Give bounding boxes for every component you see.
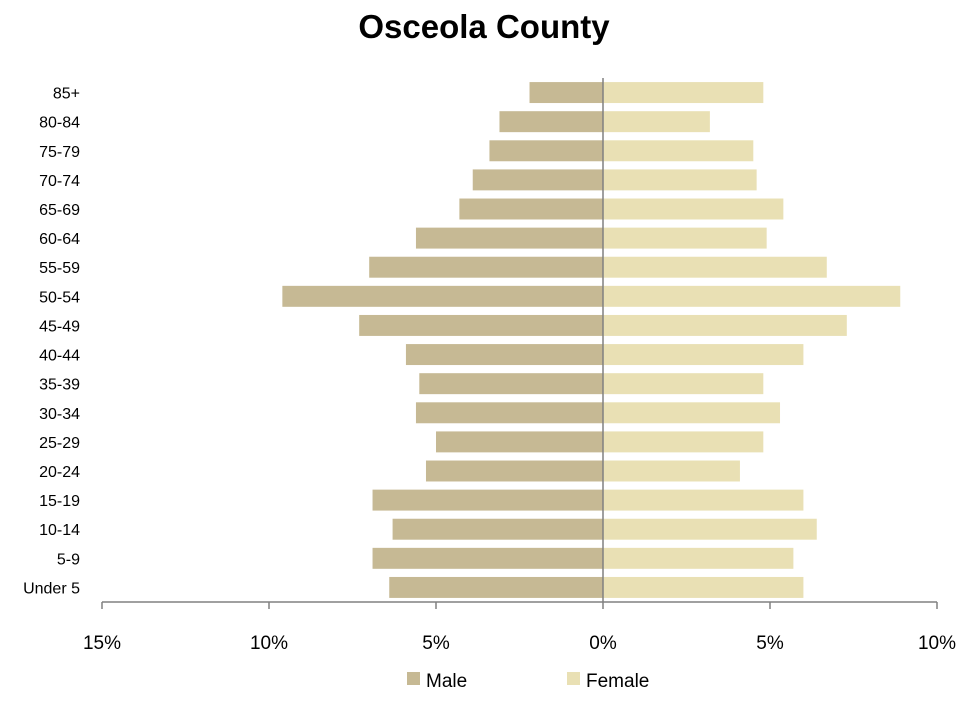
bar-male-16 — [372, 547, 603, 569]
bar-male-17 — [389, 576, 603, 598]
legend-label-female: Female — [586, 671, 649, 692]
bar-female-14 — [603, 489, 804, 511]
bar-female-2 — [603, 140, 754, 162]
x-tick-label: 0% — [589, 633, 617, 654]
bar-male-8 — [359, 314, 603, 336]
bar-female-13 — [603, 460, 740, 482]
legend-label-male: Male — [426, 671, 467, 692]
bar-female-16 — [603, 547, 794, 569]
bar-female-7 — [603, 285, 901, 307]
legend-swatch-female — [567, 672, 580, 685]
bar-male-10 — [419, 373, 603, 395]
category-label: 85+ — [53, 86, 80, 103]
category-label: 30-34 — [39, 406, 80, 423]
bar-male-7 — [282, 285, 603, 307]
x-tick-label: 5% — [756, 633, 784, 654]
x-axis: 15% 10% 5% 0% 5% 10% — [83, 78, 956, 654]
bar-female-17 — [603, 576, 804, 598]
category-label: 20-24 — [39, 464, 80, 481]
bars-layer — [282, 82, 901, 598]
bar-male-14 — [372, 489, 603, 511]
legend: Male Female — [407, 671, 649, 692]
category-label: 80-84 — [39, 115, 80, 132]
bar-female-6 — [603, 256, 827, 278]
bar-male-15 — [392, 518, 603, 540]
bar-female-3 — [603, 169, 757, 191]
category-label: 65-69 — [39, 202, 80, 219]
x-tick-label: 10% — [918, 633, 956, 654]
category-label: 50-54 — [39, 289, 80, 306]
category-label: 35-39 — [39, 377, 80, 394]
bar-male-11 — [415, 402, 603, 424]
x-tick-label: 5% — [422, 633, 450, 654]
bar-male-0 — [529, 82, 603, 104]
bar-female-8 — [603, 314, 847, 336]
bar-male-9 — [405, 344, 603, 366]
x-tick-label: 15% — [83, 633, 121, 654]
legend-swatch-male — [407, 672, 420, 685]
bar-male-5 — [415, 227, 603, 249]
category-label: 40-44 — [39, 348, 80, 365]
category-label: 25-29 — [39, 435, 80, 452]
bar-female-10 — [603, 373, 764, 395]
category-label: 70-74 — [39, 173, 80, 190]
bar-male-1 — [499, 111, 603, 133]
bar-female-12 — [603, 431, 764, 453]
bar-female-4 — [603, 198, 784, 220]
bar-male-3 — [472, 169, 603, 191]
bar-female-9 — [603, 344, 804, 366]
bar-female-15 — [603, 518, 817, 540]
bar-male-2 — [489, 140, 603, 162]
category-label: 75-79 — [39, 144, 80, 161]
bar-male-4 — [459, 198, 603, 220]
x-tick-label: 10% — [250, 633, 288, 654]
category-label: Under 5 — [23, 580, 80, 597]
bar-male-12 — [436, 431, 603, 453]
bar-male-13 — [425, 460, 603, 482]
category-label: 15-19 — [39, 493, 80, 510]
category-label: 10-14 — [39, 522, 80, 539]
bar-female-5 — [603, 227, 767, 249]
category-label: 5-9 — [57, 551, 80, 568]
bar-female-0 — [603, 82, 764, 104]
chart-title: Osceola County — [358, 8, 610, 45]
category-label: 60-64 — [39, 231, 80, 248]
category-label: 45-49 — [39, 318, 80, 335]
category-label: 55-59 — [39, 260, 80, 277]
bar-female-11 — [603, 402, 781, 424]
bar-female-1 — [603, 111, 710, 133]
category-labels: 85+ 80-84 75-79 70-74 65-69 60-64 55-59 50-54 45… — [23, 86, 80, 598]
bar-male-6 — [369, 256, 603, 278]
